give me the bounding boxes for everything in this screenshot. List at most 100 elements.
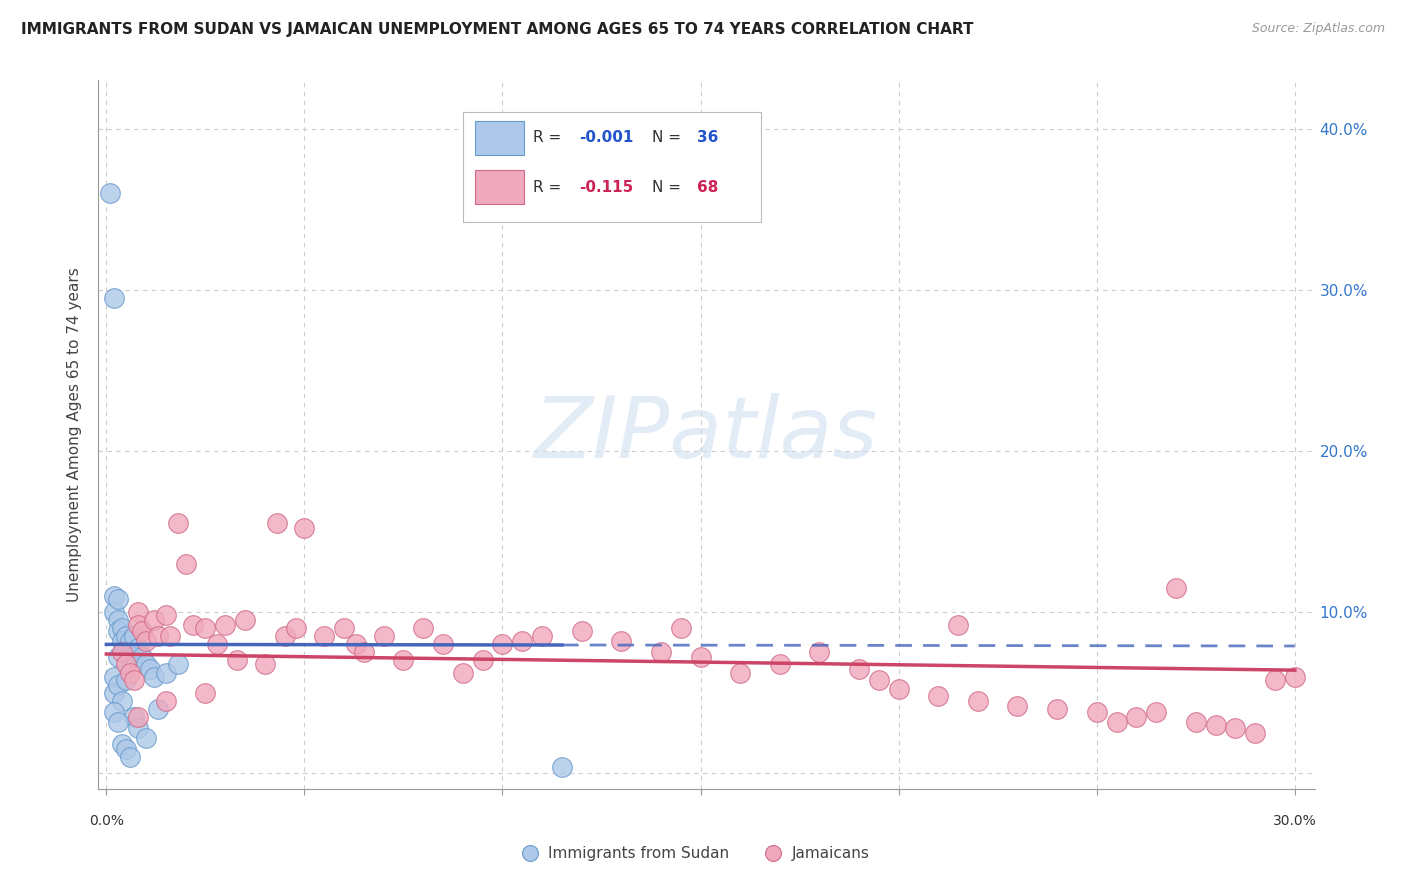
Text: Jamaicans: Jamaicans <box>792 846 869 861</box>
Text: N =: N = <box>652 180 686 194</box>
Point <box>510 634 533 648</box>
Point <box>111 694 134 708</box>
Point <box>226 653 249 667</box>
Point <box>127 710 149 724</box>
Point <box>1244 726 1267 740</box>
Point <box>1085 705 1108 719</box>
Point <box>135 657 157 671</box>
Point <box>139 661 162 675</box>
Point <box>314 629 336 643</box>
Text: -0.115: -0.115 <box>579 180 633 194</box>
Point <box>107 592 129 607</box>
Point <box>808 645 831 659</box>
Point <box>1046 702 1069 716</box>
Text: 30.0%: 30.0% <box>1272 814 1316 829</box>
Point <box>412 621 434 635</box>
Point <box>155 608 177 623</box>
Point <box>111 634 134 648</box>
Point <box>769 657 792 671</box>
Point <box>868 673 890 687</box>
Text: 68: 68 <box>697 180 718 194</box>
Text: Source: ZipAtlas.com: Source: ZipAtlas.com <box>1251 22 1385 36</box>
FancyBboxPatch shape <box>475 120 524 154</box>
Text: N =: N = <box>652 130 686 145</box>
Point <box>946 618 969 632</box>
Point <box>111 621 134 635</box>
Point <box>689 650 711 665</box>
Point <box>194 686 217 700</box>
Point <box>107 678 129 692</box>
Point <box>122 710 145 724</box>
Point <box>392 653 415 667</box>
FancyBboxPatch shape <box>464 112 761 222</box>
Point <box>967 694 990 708</box>
Point <box>432 637 454 651</box>
Point <box>111 737 134 751</box>
Point <box>1007 698 1029 713</box>
Point <box>333 621 356 635</box>
Point <box>115 657 138 671</box>
Text: IMMIGRANTS FROM SUDAN VS JAMAICAN UNEMPLOYMENT AMONG AGES 65 TO 74 YEARS CORRELA: IMMIGRANTS FROM SUDAN VS JAMAICAN UNEMPL… <box>21 22 973 37</box>
Point <box>155 694 177 708</box>
Point <box>848 661 870 675</box>
Point <box>127 721 149 735</box>
Point <box>122 650 145 665</box>
Point <box>131 624 153 639</box>
Point <box>103 670 125 684</box>
Point <box>166 657 188 671</box>
Text: Immigrants from Sudan: Immigrants from Sudan <box>548 846 730 861</box>
Point <box>294 521 316 535</box>
Y-axis label: Unemployment Among Ages 65 to 74 years: Unemployment Among Ages 65 to 74 years <box>67 268 83 602</box>
Point <box>927 689 949 703</box>
Point <box>1184 714 1206 729</box>
Point <box>1144 705 1167 719</box>
Text: 36: 36 <box>697 130 718 145</box>
Point <box>131 650 153 665</box>
Point <box>127 605 149 619</box>
Point <box>111 645 134 659</box>
Point <box>146 702 169 716</box>
Point <box>650 645 672 659</box>
Text: ZIPatlas: ZIPatlas <box>534 393 879 476</box>
Point <box>135 634 157 648</box>
Point <box>107 650 129 665</box>
Point <box>159 629 181 643</box>
Point <box>98 186 121 200</box>
Text: R =: R = <box>533 130 565 145</box>
Point <box>353 645 375 659</box>
Point <box>107 613 129 627</box>
Point <box>166 516 188 531</box>
Point <box>207 637 229 651</box>
Point <box>471 653 494 667</box>
Point <box>610 634 633 648</box>
Point <box>194 621 217 635</box>
Point <box>1284 670 1306 684</box>
Point <box>120 666 142 681</box>
Point <box>107 714 129 729</box>
Point <box>103 605 125 619</box>
FancyBboxPatch shape <box>475 170 524 204</box>
Point <box>344 637 367 651</box>
Point <box>214 618 236 632</box>
Point <box>115 673 138 687</box>
Text: 0.0%: 0.0% <box>89 814 124 829</box>
Point <box>1125 710 1147 724</box>
Point <box>531 629 554 643</box>
Point <box>266 516 288 531</box>
Point <box>669 621 692 635</box>
Point <box>103 705 125 719</box>
Text: -0.001: -0.001 <box>579 130 633 145</box>
Point <box>1264 673 1286 687</box>
Point <box>285 621 308 635</box>
Point <box>183 618 205 632</box>
Point <box>103 589 125 603</box>
Point <box>127 618 149 632</box>
Point <box>373 629 395 643</box>
Point <box>146 629 169 643</box>
Point <box>1164 581 1187 595</box>
Point <box>174 557 197 571</box>
Point <box>273 629 295 643</box>
Point <box>1205 718 1227 732</box>
Point <box>142 670 165 684</box>
Point <box>728 666 751 681</box>
